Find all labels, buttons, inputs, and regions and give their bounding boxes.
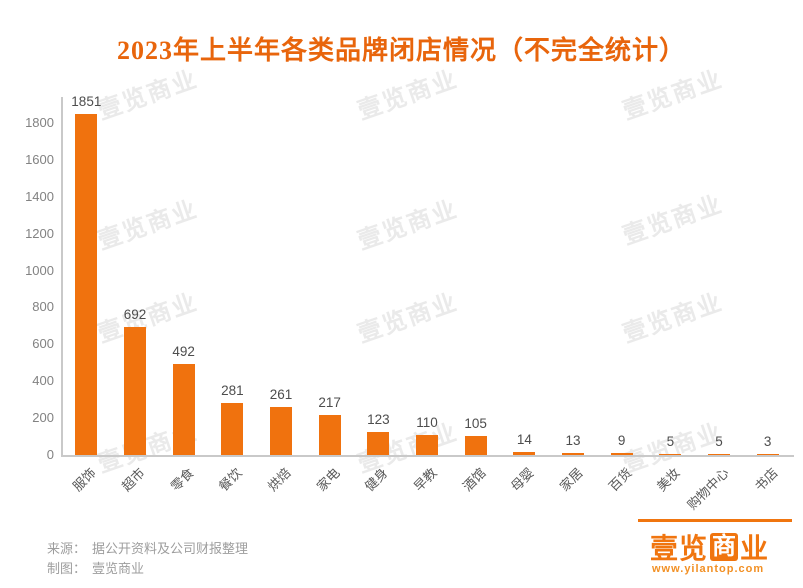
logo-boxed-char: 商 <box>710 533 739 561</box>
source-label: 来源： <box>47 541 87 556</box>
bar-value-label: 9 <box>617 433 626 448</box>
bar-slot: 14 母婴 <box>500 90 549 494</box>
y-tick-label: 400 <box>32 373 54 389</box>
chart-title: 2023年上半年各类品牌闭店情况（不完全统计） <box>116 36 686 65</box>
y-tick-label: 1200 <box>25 225 54 241</box>
bar-slot: 123 健身 <box>354 90 403 494</box>
logo-text-suffix: 业 <box>740 533 770 564</box>
y-axis-line <box>61 97 63 457</box>
bar-category-label: 购物中心 <box>684 465 732 513</box>
bar <box>610 453 633 455</box>
bar-value-label: 217 <box>318 395 341 410</box>
bar-slot: 105 酒馆 <box>451 90 500 494</box>
bar <box>123 327 146 455</box>
y-tick-label: 200 <box>32 410 54 426</box>
bar <box>75 114 98 455</box>
bar-category-label: 书店 <box>751 465 781 495</box>
logo-text-prefix: 壹览 <box>650 533 709 564</box>
bar-slot: 110 早教 <box>403 90 452 494</box>
y-tick-label: 600 <box>32 336 54 352</box>
bar-value-label: 123 <box>367 412 390 427</box>
bar <box>318 415 341 455</box>
bar-value-label: 492 <box>172 344 195 359</box>
bar-slot: 13 家居 <box>549 90 598 494</box>
bar-slot: 5 购物中心 <box>684 90 744 513</box>
bar <box>172 364 195 455</box>
bar-category-label: 家居 <box>556 465 586 495</box>
bar-value-label: 5 <box>715 434 723 449</box>
credit-label: 制图： <box>47 561 87 576</box>
bar <box>269 407 292 455</box>
y-tick-label: 1800 <box>25 115 54 130</box>
bar-value-label: 110 <box>416 415 438 430</box>
y-tick-label: 1000 <box>25 262 54 278</box>
logo-url: www.yilantop.com <box>652 563 765 575</box>
bar-category-label: 百货 <box>605 465 635 495</box>
bar <box>707 454 730 455</box>
bar <box>756 454 779 455</box>
bar-category-label: 零食 <box>167 465 197 495</box>
bar-category-label: 健身 <box>362 465 392 495</box>
bar-value-label: 1851 <box>71 94 102 109</box>
bar-slot: 9 百货 <box>597 90 646 494</box>
bar <box>561 453 584 455</box>
bar-category-label: 早教 <box>410 465 440 495</box>
y-tick-label: 0 <box>46 447 54 462</box>
y-tick-label: 1400 <box>25 188 54 204</box>
bar-slot: 217 家电 <box>305 90 354 494</box>
credit-line: 制图： 壹览商业 <box>47 558 144 577</box>
bar-category-label: 餐饮 <box>216 465 246 495</box>
bar <box>513 452 536 455</box>
bar-value-label: 3 <box>763 434 772 449</box>
bar-value-label: 5 <box>666 434 675 449</box>
bar <box>464 436 487 455</box>
y-axis-tick-labels: 0 200 400 600 800 1000 1200 1400 1600 1800 <box>0 90 54 462</box>
bar <box>415 435 438 455</box>
credit-text: 壹览商业 <box>92 561 145 576</box>
bar-category-label: 母婴 <box>508 465 538 495</box>
y-tick-label: 1600 <box>25 151 54 167</box>
bar <box>221 403 244 455</box>
bar-category-label: 酒馆 <box>459 465 489 495</box>
bar-category-label: 美妆 <box>654 465 684 495</box>
bar-slot: 261 烘焙 <box>257 90 306 494</box>
bar-slot: 5 美妆 <box>646 90 695 494</box>
bar-chart-plot-area: 1851 服饰 692 超市 492 零食 281 餐饮 261 烘焙 217 家电 123 健身 110 早… <box>62 90 792 513</box>
bar-value-label: 261 <box>269 387 293 402</box>
bar-category-label: 烘焙 <box>264 465 294 495</box>
yilan-logo: 壹览商业 <box>650 527 769 567</box>
source-text: 据公开资料及公司财报整理 <box>92 541 249 556</box>
x-axis-line <box>61 455 794 457</box>
bar <box>367 432 390 455</box>
bar-slot: 281 餐饮 <box>208 90 257 494</box>
bar-value-label: 105 <box>464 416 487 431</box>
bar-category-label: 家电 <box>313 465 343 495</box>
source-line: 来源： 据公开资料及公司财报整理 <box>47 538 248 557</box>
bar-category-label: 超市 <box>118 465 148 495</box>
bar-value-label: 692 <box>123 307 147 322</box>
bar-value-label: 13 <box>565 433 581 448</box>
bar-slot: 492 零食 <box>159 90 208 494</box>
bar-slot: 3 书店 <box>743 90 792 494</box>
bar-value-label: 281 <box>221 383 244 398</box>
logo-divider-line <box>638 519 792 522</box>
bar-slot: 1851 服饰 <box>62 90 111 494</box>
y-tick-label: 800 <box>32 299 54 315</box>
bar-category-label: 服饰 <box>70 465 100 495</box>
bar-value-label: 14 <box>516 432 532 447</box>
bar <box>659 454 682 455</box>
bar-slot: 692 超市 <box>111 90 160 494</box>
